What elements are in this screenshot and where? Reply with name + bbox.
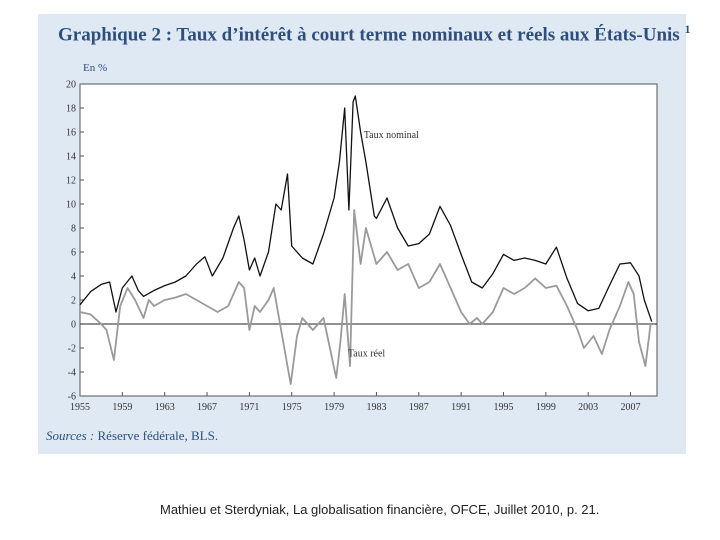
x-tick-label: 2007 [621, 402, 641, 413]
x-tick-label: 1967 [197, 402, 217, 413]
x-tick-label: 2003 [578, 402, 598, 413]
chart-title: Graphique 2 : Taux d’intérêt à court ter… [58, 22, 691, 46]
y-tick-label: 18 [66, 104, 76, 115]
series-line-nominal [79, 95, 653, 322]
y-tick-label: 14 [66, 152, 76, 163]
sources-text: Réserve fédérale, BLS. [97, 428, 219, 443]
source-caption: Mathieu et Sterdyniak, La globalisation … [160, 502, 600, 517]
series-line-real [79, 209, 652, 385]
x-tick-label: 1979 [324, 402, 344, 413]
y-tick-label: 12 [66, 176, 76, 187]
x-tick-label: 1959 [112, 402, 132, 413]
y-tick-label: 10 [66, 200, 76, 211]
y-tick-label: -4 [68, 368, 76, 379]
y-tick-label: -6 [68, 392, 76, 403]
x-tick-label: 1983 [366, 402, 386, 413]
x-tick-label: 1999 [536, 402, 556, 413]
x-tick-label: 1995 [493, 402, 513, 413]
x-tick-label: 1991 [451, 402, 471, 413]
y-tick-label: 16 [66, 128, 76, 139]
y-tick-label: -2 [68, 344, 76, 355]
y-tick-label: 6 [71, 248, 76, 259]
x-tick-label: 1975 [282, 402, 302, 413]
x-tick-label: 1963 [155, 402, 175, 413]
x-tick-label: 1971 [239, 402, 259, 413]
annotation-layer: Taux nominal Taux réel [348, 130, 419, 359]
x-tick-label: 1955 [70, 402, 90, 413]
y-tick-label: 8 [71, 224, 76, 235]
y-axis-ticks: -6 -4 -2 0 2 4 6 8 10 12 14 16 18 20 [66, 80, 84, 403]
annotation-real: Taux réel [348, 348, 386, 359]
sources-note: Sources : Réserve fédérale, BLS. [46, 428, 218, 444]
y-tick-label: 0 [71, 320, 76, 331]
y-axis-unit: En % [83, 62, 108, 74]
title-footnote-marker: 1 [684, 22, 691, 36]
x-tick-label: 1987 [409, 402, 429, 413]
annotation-nominal: Taux nominal [364, 130, 419, 141]
y-tick-label: 20 [66, 80, 76, 91]
x-axis-ticks: 1955 1959 1963 1967 1971 1975 1979 1983 1987 1991… [70, 392, 641, 413]
y-tick-label: 2 [71, 296, 76, 307]
series-layer [79, 95, 653, 385]
y-tick-label: 4 [71, 272, 76, 283]
sources-label: Sources : [46, 428, 95, 443]
